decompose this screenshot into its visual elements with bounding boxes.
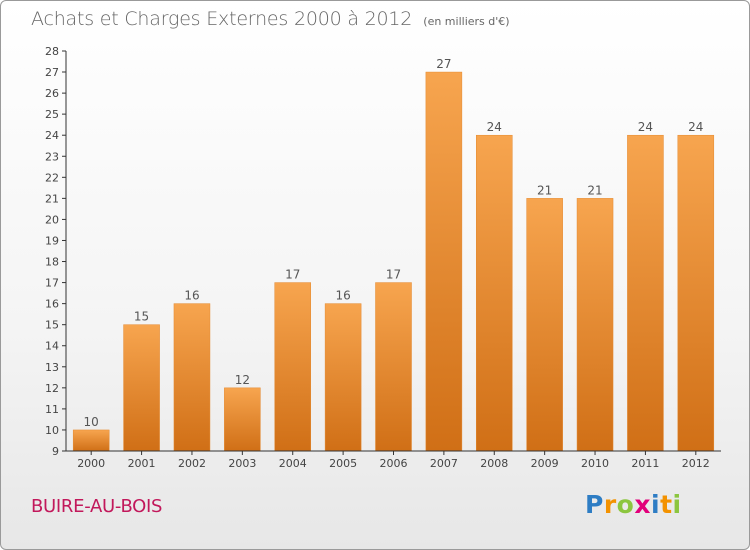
y-tick-label: 28 — [45, 45, 59, 58]
y-tick-label: 9 — [52, 445, 59, 458]
bar-2000[interactable] — [72, 429, 110, 452]
x-tick-label-2002: 2002 — [178, 457, 206, 470]
bar-2009[interactable] — [526, 198, 563, 452]
y-tick-label: 10 — [45, 424, 59, 437]
value-label-2011: 24 — [638, 120, 653, 134]
value-label-2009: 21 — [537, 183, 552, 197]
chart-title: Achats et Charges Externes 2000 à 2012 — [31, 8, 413, 30]
y-tick-label: 26 — [45, 87, 59, 100]
bar-2002[interactable] — [173, 303, 211, 452]
y-tick-label: 11 — [45, 403, 59, 416]
value-label-2004: 17 — [285, 268, 300, 282]
value-label-2012: 24 — [688, 120, 703, 134]
value-label-2001: 15 — [134, 310, 149, 324]
bar-2004[interactable] — [274, 282, 311, 452]
y-tick-label: 14 — [45, 340, 59, 353]
logo-letter: i — [672, 490, 682, 519]
chart-title-block: Achats et Charges Externes 2000 à 2012 (… — [31, 8, 510, 30]
value-label-2000: 10 — [84, 415, 99, 429]
x-tick-label-2006: 2006 — [380, 457, 408, 470]
y-tick-label: 19 — [45, 234, 59, 247]
value-label-2007: 27 — [436, 57, 451, 71]
chart-unit: (en milliers d'€) — [423, 15, 510, 28]
y-tick-label: 27 — [45, 66, 59, 79]
bar-2001[interactable] — [123, 324, 160, 452]
y-tick-label: 20 — [45, 213, 59, 226]
logo-letter: P — [585, 490, 604, 519]
bar-2007[interactable] — [425, 71, 463, 452]
x-tick-label-2007: 2007 — [430, 457, 458, 470]
x-tick-label-2005: 2005 — [329, 457, 357, 470]
x-axis: 2000 2001 2002 2003 2004 2005 2006 2007 2008 2009… — [66, 450, 721, 470]
y-tick-label: 25 — [45, 108, 59, 121]
bar-2011[interactable] — [627, 134, 664, 452]
logo-letter: r — [603, 490, 617, 519]
y-tick-label: 23 — [45, 150, 59, 163]
commune-name: BUIRE-AU-BOIS — [31, 496, 163, 517]
x-tick-label-2012: 2012 — [682, 457, 710, 470]
logo-letter: o — [616, 490, 635, 519]
y-tick-label: 17 — [45, 277, 59, 290]
logo-letter: i — [651, 490, 661, 519]
y-tick-label: 13 — [45, 361, 59, 374]
y-axis: 9 10 11 12 13 14 15 16 17 18 19 20 21 22 23 24 25 26 27 28 — [45, 45, 67, 458]
value-label-2006: 17 — [386, 268, 401, 282]
bar-2003[interactable] — [224, 387, 261, 452]
y-tick-label: 21 — [45, 192, 59, 205]
x-tick-label-2011: 2011 — [631, 457, 659, 470]
bar-2006[interactable] — [375, 282, 412, 452]
value-label-2008: 24 — [487, 120, 502, 134]
y-tick-label: 22 — [45, 171, 59, 184]
x-tick-label-2008: 2008 — [480, 457, 508, 470]
y-tick-label: 18 — [45, 256, 59, 269]
bar-2008[interactable] — [476, 134, 513, 452]
x-tick-label-2010: 2010 — [581, 457, 609, 470]
y-tick-label: 24 — [45, 129, 59, 142]
logo-letter: x — [634, 490, 651, 519]
bar-2010[interactable] — [576, 198, 614, 452]
x-tick-label-2000: 2000 — [77, 457, 105, 470]
proxiti-logo[interactable]: Proxiti — [585, 490, 682, 519]
value-label-2003: 12 — [235, 373, 250, 387]
bars: 10 15 16 12 17 16 17 27 24 21 21 24 24 — [72, 57, 715, 452]
x-tick-label-2004: 2004 — [279, 457, 307, 470]
value-label-2005: 16 — [335, 289, 350, 303]
y-tick-label: 16 — [45, 298, 59, 311]
bar-2005[interactable] — [324, 303, 362, 452]
logo-letter: t — [660, 490, 673, 519]
x-tick-label-2001: 2001 — [128, 457, 156, 470]
x-tick-label-2003: 2003 — [228, 457, 256, 470]
value-label-2010: 21 — [587, 183, 602, 197]
bar-2012[interactable] — [677, 134, 715, 452]
x-tick-label-2009: 2009 — [531, 457, 559, 470]
value-label-2002: 16 — [184, 289, 199, 303]
y-tick-label: 15 — [45, 319, 59, 332]
y-tick-label: 12 — [45, 382, 59, 395]
